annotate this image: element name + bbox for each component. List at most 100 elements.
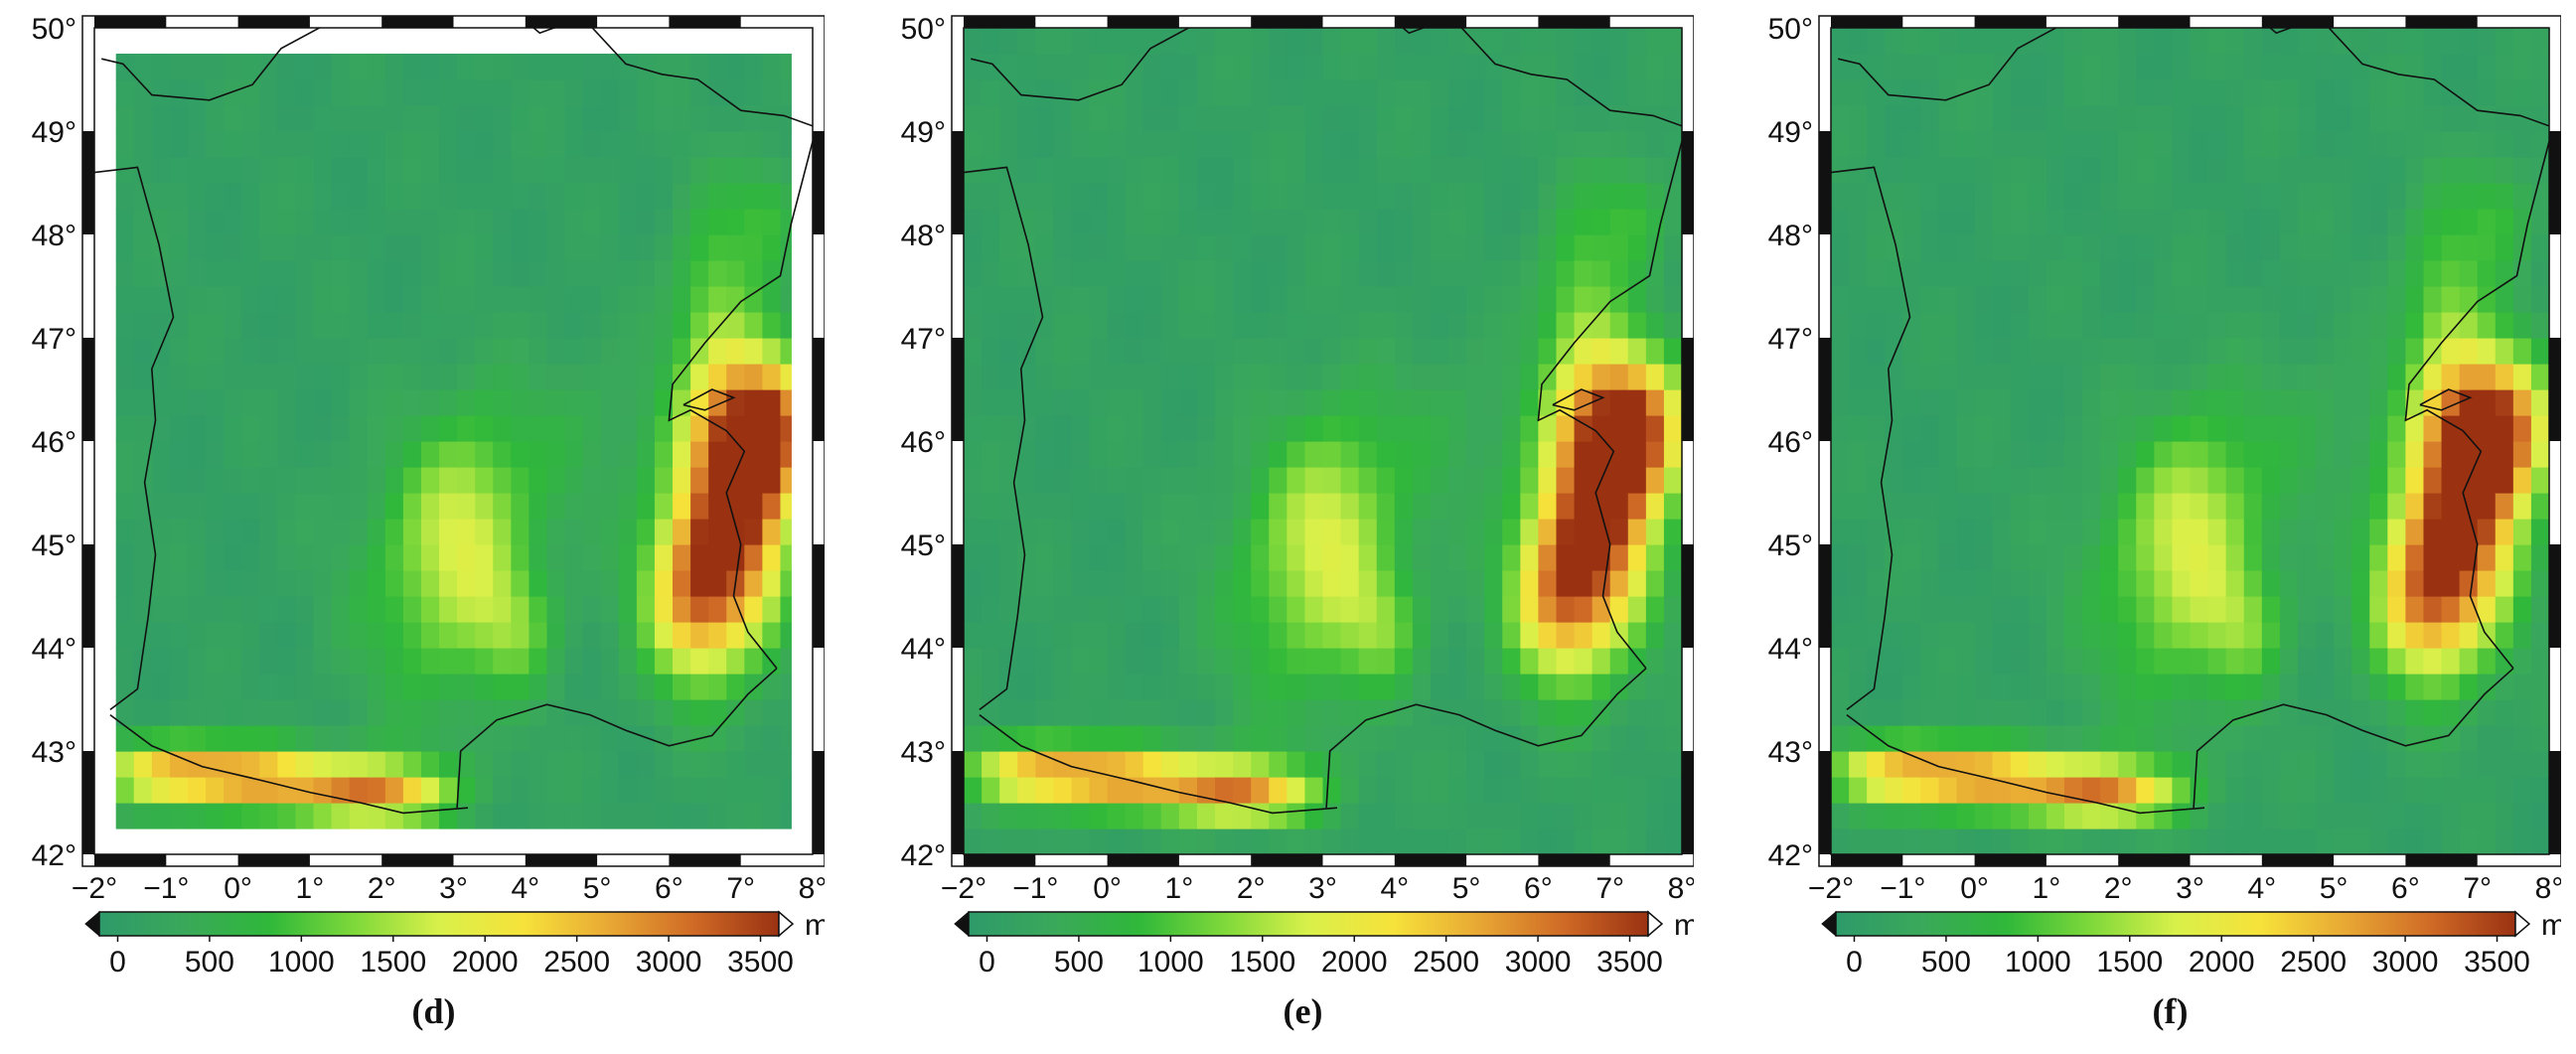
map-panel-f: −2° −1° 0° 1° 2° 3° 4° 5° 6° 7° 8° 42° 43° 44° 45° 46° 4… bbox=[1737, 0, 2561, 1054]
colorbar-tick-label: 2000 bbox=[452, 946, 519, 979]
coastline-borders bbox=[964, 28, 1682, 815]
colorbar-tick-label: 500 bbox=[1921, 946, 1971, 979]
colorbar: 0 500 1000 1500 2000 2500 3000 3500 m bbox=[1821, 909, 2561, 979]
colorbar-tick-label: 500 bbox=[1054, 946, 1104, 979]
colorbar-tick-label: 2500 bbox=[543, 946, 610, 979]
lon-tick-label: 6° bbox=[655, 872, 683, 905]
lon-tick-label: 5° bbox=[2320, 872, 2349, 905]
lon-tick-label: 4° bbox=[1380, 872, 1409, 905]
lon-tick-label: −1° bbox=[1012, 872, 1058, 905]
map-panel-d: −2° −1° 0° 1° 2° 3° 4° 5° 6° 7° 8° 42° 43° 44° 45° 46° 4… bbox=[0, 0, 825, 1054]
lat-tick-label: 47° bbox=[1768, 323, 1813, 356]
colorbar-tick-label: 2000 bbox=[1321, 946, 1388, 979]
colorbar-tick-label: 0 bbox=[1846, 946, 1863, 979]
lat-tick-label: 50° bbox=[1768, 13, 1813, 46]
lat-tick-label: 50° bbox=[32, 13, 76, 46]
colorbar-tick-label: 3500 bbox=[727, 946, 794, 979]
lon-tick-label: 7° bbox=[1595, 872, 1624, 905]
colorbar-unit: m bbox=[1674, 909, 1694, 942]
lat-tick-label: 43° bbox=[901, 736, 946, 769]
colorbar-tick-label: 2500 bbox=[2280, 946, 2347, 979]
map-frame bbox=[951, 15, 1694, 867]
panel-label: (d) bbox=[412, 991, 456, 1031]
lon-tick-label: 8° bbox=[1668, 872, 1694, 905]
colorbar: 0 500 1000 1500 2000 2500 3000 3500 m bbox=[954, 909, 1694, 979]
lon-tick-label: 8° bbox=[2535, 872, 2561, 905]
colorbar-tick-label: 2000 bbox=[2189, 946, 2255, 979]
lat-tick-label: 46° bbox=[1768, 426, 1813, 459]
lon-tick-label: 5° bbox=[583, 872, 612, 905]
colorbar-tick-label: 0 bbox=[979, 946, 995, 979]
lat-tick-label: 42° bbox=[1768, 839, 1813, 872]
colorbar-tick-label: 1500 bbox=[360, 946, 426, 979]
lat-tick-label: 42° bbox=[901, 839, 946, 872]
lon-tick-label: 1° bbox=[2033, 872, 2061, 905]
map-panel-e: −2° −1° 0° 1° 2° 3° 4° 5° 6° 7° 8° 42° 43° 44° 45° 46° 4… bbox=[869, 0, 1694, 1054]
colorbar-tick-label: 1000 bbox=[2005, 946, 2071, 979]
lon-tick-label: 6° bbox=[1524, 872, 1553, 905]
lon-tick-label: 2° bbox=[368, 872, 396, 905]
colorbar-tick-label: 3000 bbox=[2372, 946, 2439, 979]
colorbar-tick-label: 3000 bbox=[1505, 946, 1572, 979]
elevation-field bbox=[964, 28, 1683, 855]
lat-tick-label: 45° bbox=[32, 529, 76, 562]
lon-tick-label: −1° bbox=[143, 872, 189, 905]
colorbar-tick-label: 2500 bbox=[1413, 946, 1479, 979]
colorbar-tick-label: 1500 bbox=[2096, 946, 2163, 979]
colorbar-tick-label: 3000 bbox=[636, 946, 702, 979]
lat-tick-label: 47° bbox=[901, 323, 946, 356]
lat-tick-label: 44° bbox=[32, 633, 76, 666]
coastline-borders bbox=[1831, 28, 2549, 815]
colorbar-tick-label: 0 bbox=[109, 946, 126, 979]
lon-tick-label: 6° bbox=[2391, 872, 2420, 905]
lat-tick-label: 43° bbox=[32, 736, 76, 769]
colorbar-unit: m bbox=[805, 909, 825, 942]
lat-tick-label: 48° bbox=[1768, 220, 1813, 252]
lat-tick-label: 48° bbox=[32, 220, 76, 252]
coastline-borders bbox=[94, 28, 813, 815]
lat-tick-label: 48° bbox=[901, 220, 946, 252]
colorbar: 0 500 1000 1500 2000 2500 3000 3500 m bbox=[84, 909, 825, 979]
lon-tick-label: 1° bbox=[1165, 872, 1194, 905]
lon-tick-label: 4° bbox=[2247, 872, 2276, 905]
colorbar-tick-label: 1000 bbox=[1137, 946, 1204, 979]
lat-tick-label: 45° bbox=[901, 529, 946, 562]
panel-label: (f) bbox=[2153, 991, 2189, 1031]
lat-tick-label: 44° bbox=[1768, 633, 1813, 666]
colorbar-tick-label: 1000 bbox=[268, 946, 335, 979]
lat-tick-label: 47° bbox=[32, 323, 76, 356]
lat-tick-label: 46° bbox=[32, 426, 76, 459]
colorbar-tick-label: 3500 bbox=[1596, 946, 1663, 979]
lon-tick-label: −2° bbox=[72, 872, 117, 905]
lon-tick-label: 3° bbox=[439, 872, 468, 905]
lat-tick-label: 42° bbox=[32, 839, 76, 872]
lon-tick-label: 5° bbox=[1452, 872, 1481, 905]
lat-tick-label: 49° bbox=[901, 116, 946, 149]
lon-tick-label: 7° bbox=[726, 872, 755, 905]
lon-tick-label: 3° bbox=[1308, 872, 1337, 905]
colorbar-tick-label: 3500 bbox=[2464, 946, 2530, 979]
lat-tick-label: 44° bbox=[901, 633, 946, 666]
elevation-field bbox=[1831, 28, 2550, 855]
colorbar-tick-label: 1500 bbox=[1229, 946, 1295, 979]
lon-tick-label: 8° bbox=[799, 872, 825, 905]
lat-tick-label: 45° bbox=[1768, 529, 1813, 562]
lon-tick-label: 1° bbox=[296, 872, 325, 905]
lon-tick-label: −2° bbox=[941, 872, 986, 905]
map-frame bbox=[1818, 15, 2561, 867]
lat-tick-label: 49° bbox=[32, 116, 76, 149]
lon-tick-label: 0° bbox=[1960, 872, 1989, 905]
lon-tick-label: 3° bbox=[2176, 872, 2204, 905]
lat-tick-label: 50° bbox=[901, 13, 946, 46]
lon-tick-label: −2° bbox=[1808, 872, 1854, 905]
lon-tick-label: −1° bbox=[1880, 872, 1925, 905]
lon-tick-label: 4° bbox=[511, 872, 539, 905]
lon-tick-label: 0° bbox=[1093, 872, 1122, 905]
panel-label: (e) bbox=[1284, 991, 1323, 1031]
elevation-field bbox=[115, 54, 792, 829]
lon-tick-label: 0° bbox=[224, 872, 252, 905]
colorbar-tick-label: 500 bbox=[185, 946, 234, 979]
lat-tick-label: 49° bbox=[1768, 116, 1813, 149]
lon-tick-label: 7° bbox=[2463, 872, 2492, 905]
lon-tick-label: 2° bbox=[2104, 872, 2133, 905]
